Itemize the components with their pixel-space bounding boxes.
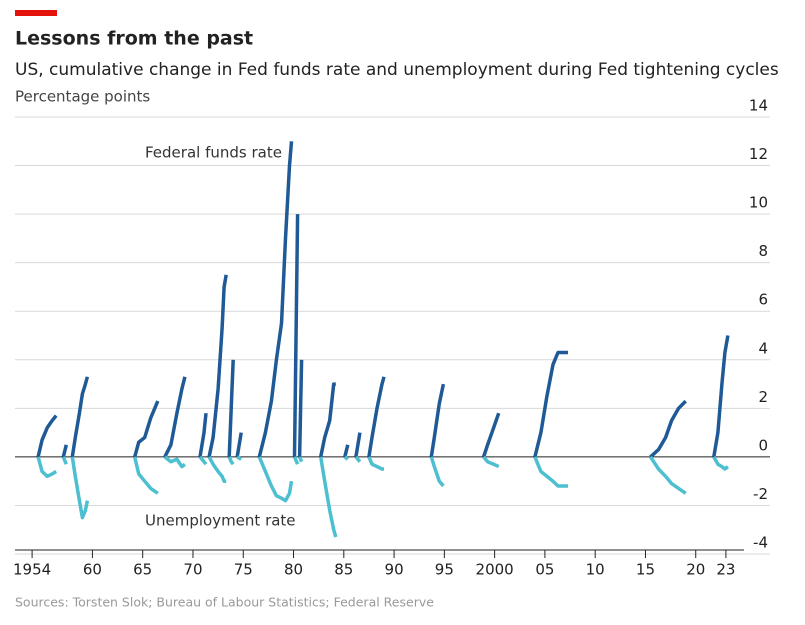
- y-tick-label: -2: [753, 485, 768, 503]
- brand-bar: [15, 10, 57, 16]
- y-tick-label: 6: [758, 291, 768, 309]
- x-tick-label: 20: [686, 561, 705, 579]
- chart-subtitle: US, cumulative change in Fed funds rate …: [15, 60, 779, 80]
- series-line: [36, 141, 730, 459]
- x-tick-label: 23: [716, 561, 735, 579]
- x-tick-label: 70: [183, 561, 202, 579]
- x-tick-label: 1954: [13, 561, 51, 579]
- y-tick-label: 8: [758, 242, 768, 260]
- annotation: Unemployment rate: [145, 512, 296, 530]
- y-axis-label: Percentage points: [15, 88, 150, 106]
- y-tick-label: 4: [758, 339, 768, 357]
- source: Sources: Torsten Slok; Bureau of Labour …: [15, 595, 434, 610]
- x-tick-label: 75: [234, 561, 253, 579]
- x-tick-label: 90: [385, 561, 404, 579]
- series-line: [36, 455, 729, 538]
- chart-title: Lessons from the past: [15, 28, 253, 50]
- x-tick-label: 60: [83, 561, 102, 579]
- x-tick-label: 05: [535, 561, 554, 579]
- x-tick-label: 65: [133, 561, 152, 579]
- y-tick-label: 2: [758, 388, 768, 406]
- x-tick-label: 15: [636, 561, 655, 579]
- x-tick-label: 95: [435, 561, 454, 579]
- y-tick-label: 0: [758, 436, 768, 454]
- y-tick-label: 14: [749, 97, 768, 115]
- y-tick-label: -4: [753, 534, 768, 552]
- x-tick-label: 80: [284, 561, 303, 579]
- y-tick-label: 10: [749, 194, 768, 212]
- x-tick-label: 85: [334, 561, 353, 579]
- x-tick-label: 10: [586, 561, 605, 579]
- x-tick-label: 2000: [476, 561, 514, 579]
- annotation: Federal funds rate: [145, 144, 282, 162]
- y-tick-label: 12: [749, 145, 768, 163]
